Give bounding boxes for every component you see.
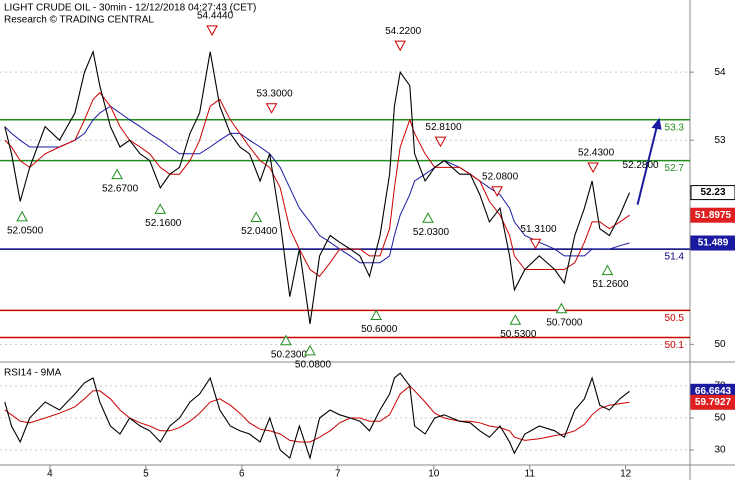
pivot-low-marker bbox=[422, 212, 434, 223]
last-value-box bbox=[690, 185, 735, 201]
pivot-high-marker bbox=[587, 162, 599, 174]
pivot-low-marker bbox=[601, 264, 614, 276]
series-line bbox=[4, 372, 630, 461]
level-label: 51.4 bbox=[665, 252, 685, 263]
pivot-label: 52.8100 bbox=[425, 122, 462, 133]
level-label: 50.5 bbox=[665, 313, 685, 324]
pivot-label: 52.4300 bbox=[578, 148, 615, 159]
series-line bbox=[4, 385, 630, 443]
pivot-high-marker bbox=[434, 136, 447, 148]
pivot-low-marker bbox=[509, 314, 522, 325]
last-value-box bbox=[690, 394, 735, 410]
pivot-label: 52.6700 bbox=[102, 183, 139, 194]
chart-subtitle: Research © TRADING CENTRAL bbox=[4, 15, 154, 26]
pivot-low-marker bbox=[370, 309, 383, 321]
pivot-label: 54.2200 bbox=[385, 26, 422, 37]
pivot-low-marker bbox=[555, 302, 568, 314]
pivot-label: 50.5300 bbox=[500, 329, 537, 340]
last-value-label: 66.6643 bbox=[695, 386, 732, 397]
pivot-label: 52.0300 bbox=[413, 227, 450, 238]
pivot-label: 52.1600 bbox=[145, 218, 182, 229]
y-tick-label: 53 bbox=[714, 135, 726, 146]
x-tick-label: 11 bbox=[525, 469, 536, 480]
pivot-label: 52.0500 bbox=[7, 225, 44, 236]
series-line bbox=[4, 91, 630, 277]
pivot-low-marker bbox=[304, 344, 316, 356]
y-tick-label: 50 bbox=[714, 413, 726, 424]
series-line bbox=[4, 105, 630, 264]
x-tick-label: 6 bbox=[239, 469, 245, 480]
last-value-label: 51.8975 bbox=[695, 210, 732, 221]
last-value-label: 51.489 bbox=[698, 238, 729, 249]
pivot-high-marker bbox=[394, 40, 407, 52]
pivot-low-marker bbox=[250, 211, 263, 223]
pivot-low-marker bbox=[154, 203, 167, 214]
last-value-label: 59.7927 bbox=[695, 397, 732, 408]
pivot-label: 52.0800 bbox=[482, 171, 519, 182]
pivot-low-marker bbox=[16, 210, 28, 222]
pivot-high-marker bbox=[491, 186, 503, 197]
y-tick-label: 30 bbox=[714, 445, 726, 456]
pivot-low-marker bbox=[280, 334, 292, 346]
pivot-label: 50.7000 bbox=[546, 317, 583, 328]
pivot-label: 51.3100 bbox=[520, 224, 557, 235]
series-line bbox=[4, 49, 631, 324]
level-label: 50.1 bbox=[665, 340, 685, 351]
last-value-box bbox=[690, 235, 735, 251]
pivot-low-marker bbox=[111, 168, 123, 180]
last-value-box bbox=[690, 207, 735, 223]
forecast-label: 52.2800 bbox=[622, 160, 659, 171]
x-tick-label: 12 bbox=[620, 469, 632, 480]
forecast-arrow bbox=[636, 123, 659, 205]
level-label: 52.7 bbox=[665, 163, 685, 174]
y-tick-label: 50 bbox=[714, 339, 726, 350]
x-tick-label: 4 bbox=[47, 469, 53, 480]
pivot-label: 53.3000 bbox=[257, 88, 294, 99]
x-tick-label: 7 bbox=[335, 469, 341, 480]
forecast-arrow-head bbox=[651, 117, 662, 130]
pivot-label: 50.2300 bbox=[271, 349, 308, 360]
pivot-label: 51.2600 bbox=[592, 279, 629, 290]
pivot-high-marker bbox=[206, 25, 218, 36]
x-tick-label: 10 bbox=[428, 469, 440, 480]
pivot-label: 54.4440 bbox=[197, 11, 234, 22]
rsi-title: RSI14 - 9MA bbox=[4, 368, 62, 379]
y-tick-label: 54 bbox=[714, 67, 726, 78]
pivot-label: 50.6000 bbox=[361, 324, 398, 335]
chart-title: LIGHT CRUDE OIL - 30min - 12/12/2018 04:… bbox=[4, 3, 256, 14]
level-label: 53.3 bbox=[665, 122, 685, 133]
pivot-label: 50.0800 bbox=[295, 360, 332, 371]
last-value-label: 52.23 bbox=[700, 187, 725, 198]
x-tick-label: 5 bbox=[143, 469, 149, 480]
pivot-high-marker bbox=[265, 103, 278, 114]
pivot-high-marker bbox=[529, 238, 542, 250]
pivot-label: 52.0400 bbox=[241, 226, 278, 237]
